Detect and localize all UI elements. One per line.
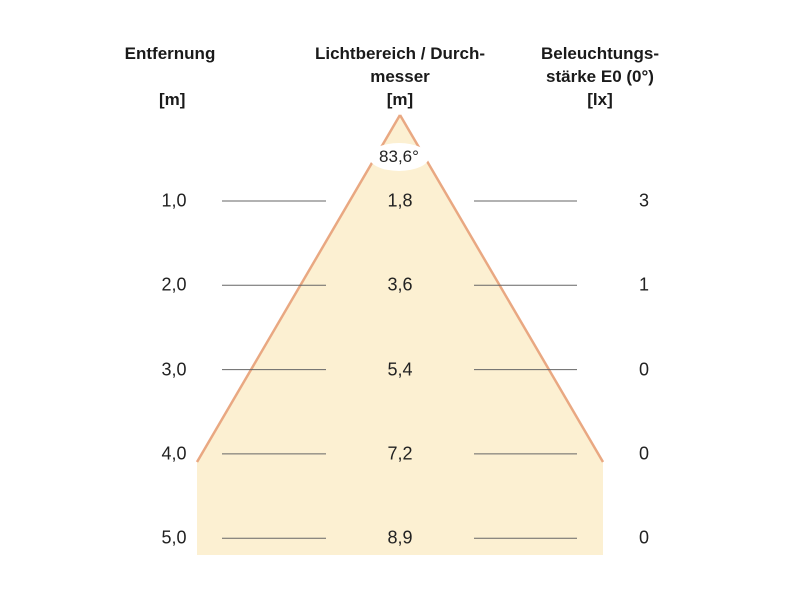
distance-header-unit: [m] bbox=[159, 90, 186, 109]
diameter-value: 3,6 bbox=[387, 274, 413, 295]
distance-value: 2,0 bbox=[161, 274, 187, 295]
illuminance-header-unit: [lx] bbox=[587, 90, 613, 109]
illuminance-value: 3 bbox=[638, 190, 650, 211]
diameter-column-header: Lichtbereich / Durch- messer [m] bbox=[300, 42, 500, 111]
illuminance-column-header: Beleuchtungs- stärke E0 (0°) [lx] bbox=[520, 42, 680, 111]
beam-angle-label: 83,6° bbox=[379, 147, 419, 166]
distance-value: 1,0 bbox=[161, 190, 187, 211]
beam-angle-label-backdrop bbox=[369, 143, 429, 171]
light-cone-area bbox=[197, 115, 603, 555]
cone-edge-left bbox=[195, 114, 402, 463]
illuminance-value: 0 bbox=[638, 527, 650, 548]
distance-column-header: Entfernung [m] bbox=[100, 42, 240, 111]
distance-header-title: Entfernung bbox=[124, 44, 216, 63]
diameter-header-title-cont: messer bbox=[370, 67, 430, 86]
distance-value: 5,0 bbox=[161, 527, 187, 548]
illuminance-value: 0 bbox=[638, 443, 650, 464]
distance-value: 4,0 bbox=[161, 443, 187, 464]
diameter-value: 5,4 bbox=[387, 359, 413, 380]
illuminance-value: 0 bbox=[638, 359, 650, 380]
diameter-value: 8,9 bbox=[387, 527, 413, 548]
distance-value: 3,0 bbox=[161, 359, 187, 380]
diameter-header-unit: [m] bbox=[386, 90, 414, 109]
illuminance-header-title: Beleuchtungs- bbox=[540, 44, 660, 63]
diameter-value: 7,2 bbox=[387, 443, 413, 464]
illuminance-header-title-cont: stärke E0 (0°) bbox=[546, 67, 654, 86]
diameter-header-title: Lichtbereich / Durch- bbox=[314, 44, 486, 63]
illuminance-value: 1 bbox=[638, 274, 650, 295]
diameter-value: 1,8 bbox=[387, 190, 413, 211]
cone-edge-right bbox=[398, 114, 605, 463]
